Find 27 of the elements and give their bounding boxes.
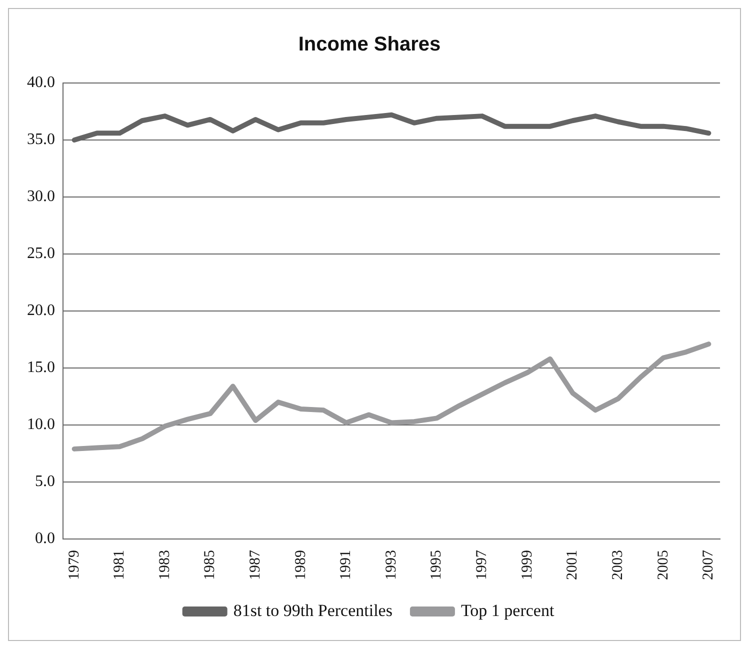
y-tick-label: 25.0 — [27, 245, 55, 262]
x-tick-label: 1995 — [428, 550, 445, 580]
x-tick-label: 2005 — [655, 550, 672, 580]
chart-title: Income Shares — [298, 34, 441, 56]
y-tick-label: 35.0 — [27, 131, 55, 148]
x-tick-label: 1997 — [474, 550, 490, 580]
y-tick-label: 20.0 — [27, 302, 55, 320]
y-tick-label: 10.0 — [27, 416, 55, 434]
x-tick-label: 1985 — [202, 550, 218, 580]
x-tick-label: 1991 — [338, 550, 354, 580]
x-tick-label: 1999 — [519, 550, 536, 580]
legend-label: Top 1 percent — [460, 600, 554, 620]
x-tick-label: 1987 — [248, 550, 264, 580]
y-tick-label: 15.0 — [27, 359, 55, 376]
x-tick-label: 2001 — [564, 550, 581, 580]
x-tick-label: 2007 — [700, 550, 717, 580]
legend-label: 81st to 99th Percentiles — [233, 600, 392, 620]
x-tick-label: 1981 — [112, 550, 128, 580]
y-tick-label: 30.0 — [27, 188, 55, 206]
x-tick-label: 1993 — [383, 550, 400, 580]
x-tick-label: 1983 — [156, 550, 173, 580]
x-tick-label: 1979 — [66, 550, 82, 580]
y-tick-label: 5.0 — [35, 473, 55, 490]
x-tick-label: 1989 — [292, 550, 309, 580]
y-tick-label: 40.0 — [27, 74, 55, 92]
y-tick-label: 0.0 — [35, 530, 55, 548]
x-tick-label: 2003 — [610, 550, 626, 580]
